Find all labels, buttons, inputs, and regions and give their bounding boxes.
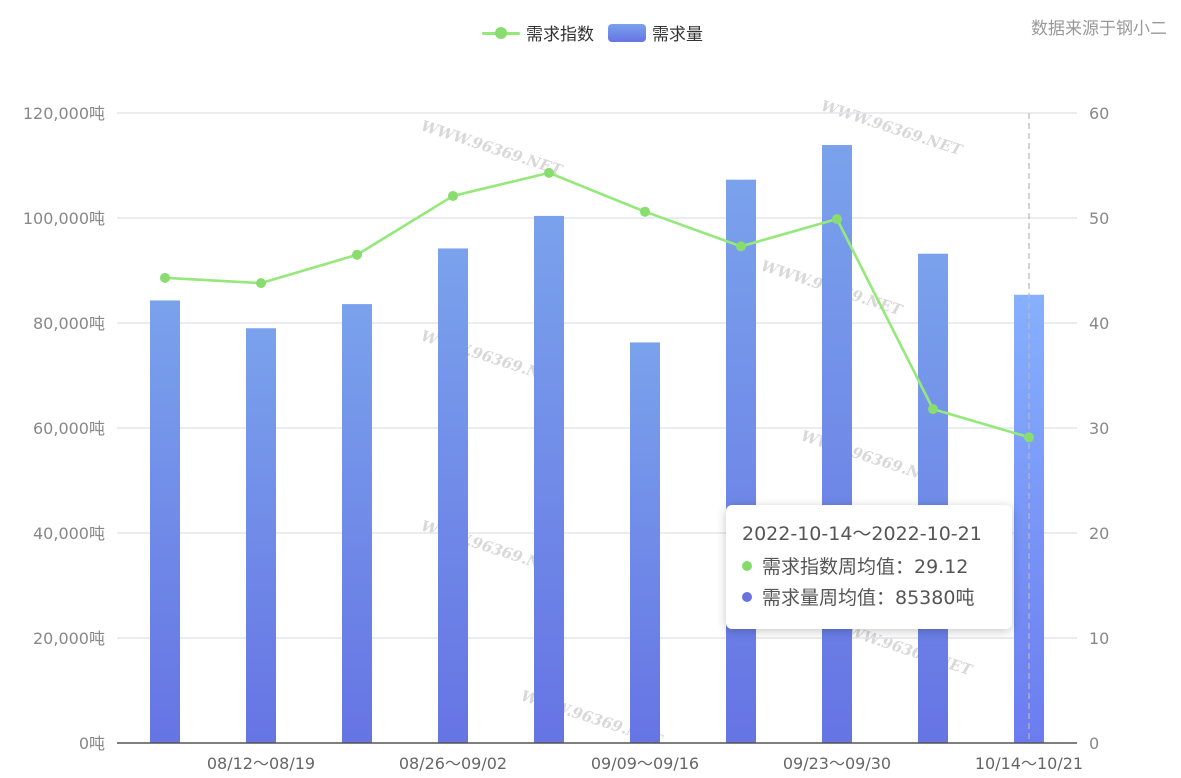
x-tick-label: 10/14～10/21 [975, 754, 1083, 773]
tooltip-dot-index [742, 560, 752, 571]
line-point [544, 167, 554, 178]
tooltip-index-value: 需求指数周均值：29.12 [762, 556, 969, 578]
legend-label-volume: 需求量 [652, 25, 703, 45]
line-point [1024, 432, 1034, 443]
bar [630, 342, 660, 743]
y-tick-label: 80,000吨 [33, 314, 105, 333]
line-point [928, 404, 938, 415]
y-tick-label: 60,000吨 [33, 419, 105, 438]
x-tick-label: 09/23～09/30 [783, 754, 891, 773]
y2-tick-label: 40 [1089, 314, 1109, 333]
line-point [160, 272, 170, 283]
x-tick-label: 09/09～09/16 [591, 754, 699, 773]
source-note: 数据来源于钢小二 [1031, 19, 1167, 39]
legend-label-index: 需求指数 [526, 25, 594, 45]
x-tick-label: 08/12～08/19 [207, 754, 315, 773]
watermark-layer: WWW.96369.NET WWW.96369.NETWWW.96369.NETW… [419, 97, 976, 750]
tooltip-row-index: 需求指数周均值：29.12 [742, 552, 996, 579]
y2-tick-label: 60 [1089, 104, 1109, 123]
bar [726, 179, 756, 744]
y-tick-label: 40,000吨 [33, 524, 105, 543]
line-point [352, 249, 362, 260]
y2-tick-label: 50 [1089, 209, 1109, 228]
tooltip-row-volume: 需求量周均值：85380吨 [742, 583, 996, 610]
legend-line-swatch [482, 24, 520, 42]
line-point [448, 190, 458, 201]
legend-bar-swatch [608, 23, 646, 42]
chart-tooltip: 2022-10-14～2022-10-21 需求指数周均值：29.12 需求量周… [726, 505, 1012, 629]
tooltip-volume-value: 需求量周均值：85380吨 [762, 587, 975, 609]
y-tick-label: 100,000吨 [23, 209, 105, 228]
chart-legend: 需求指数 需求量 [482, 20, 703, 45]
bar [918, 253, 948, 743]
y2-tick-label: 20 [1089, 524, 1109, 543]
y2-tick-label: 30 [1089, 419, 1109, 438]
bar [246, 328, 276, 743]
axes: 0吨 0 20,000吨 10 40,000吨 20 60,000吨 30 80,000吨 40 1… [23, 104, 1110, 773]
x-tick-label: 08/26～09/02 [399, 754, 507, 773]
line-point [256, 278, 266, 289]
bar [822, 145, 852, 743]
index-line [164, 171, 1030, 439]
line-point [640, 206, 650, 217]
line-series [160, 167, 1034, 443]
y2-tick-label: 0 [1089, 734, 1099, 753]
tooltip-dot-volume [742, 591, 752, 602]
y-tick-label: 20,000吨 [33, 629, 105, 648]
line-point [736, 241, 746, 252]
legend-item-index[interactable]: 需求指数 [482, 20, 594, 45]
legend-item-volume[interactable]: 需求量 [608, 20, 703, 45]
bar [342, 304, 372, 743]
bar [438, 248, 468, 743]
tooltip-title: 2022-10-14～2022-10-21 [742, 523, 982, 545]
y-tick-label: 120,000吨 [23, 104, 105, 123]
y-tick-label: 0吨 [79, 734, 105, 753]
bar [150, 300, 180, 743]
bar-series [150, 145, 1044, 744]
line-point [832, 214, 842, 225]
bar [534, 215, 564, 743]
y2-tick-label: 10 [1089, 629, 1109, 648]
watermark-text: WWW.96369.NET [419, 117, 566, 180]
